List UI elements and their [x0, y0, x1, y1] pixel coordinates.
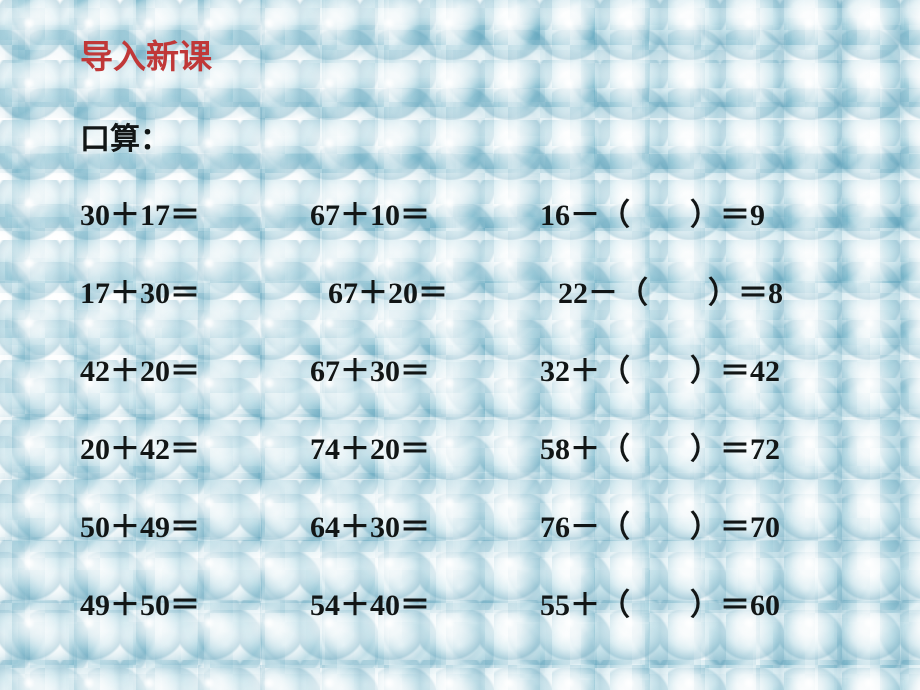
exercise-cell: 54＋40＝: [310, 580, 540, 624]
exercise-cell: 20＋42＝: [80, 424, 310, 468]
exercise-cell: 58＋（ ）＝72: [540, 424, 840, 468]
exercise-cell: 32＋（ ）＝42: [540, 346, 840, 390]
exercise-cell: 76－（ ）＝70: [540, 502, 840, 546]
exercise-cell: 30＋17＝: [80, 190, 310, 234]
exercise-cell: 64＋30＝: [310, 502, 540, 546]
exercise-cell: 49＋50＝: [80, 580, 310, 624]
exercise-cell: 50＋49＝: [80, 502, 310, 546]
exercise-cell: 22－（ ）＝8: [540, 268, 840, 312]
exercise-cell: 16－（ ）＝9: [540, 190, 840, 234]
exercise-cell: 67＋30＝: [310, 346, 540, 390]
section-title: 导入新课: [80, 30, 840, 78]
exercise-cell: 67＋20＝: [310, 268, 540, 312]
slide: 导入新课 口算： 30＋17＝ 67＋10＝ 16－（ ）＝9 17＋30＝ 6…: [0, 0, 920, 690]
exercise-cell: 17＋30＝: [80, 268, 310, 312]
exercise-grid: 30＋17＝ 67＋10＝ 16－（ ）＝9 17＋30＝ 67＋20＝ 22－…: [80, 190, 840, 624]
exercise-cell: 67＋10＝: [310, 190, 540, 234]
exercise-cell: 42＋20＝: [80, 346, 310, 390]
exercise-cell: 55＋（ ）＝60: [540, 580, 840, 624]
subtitle: 口算：: [80, 114, 840, 158]
exercise-cell: 74＋20＝: [310, 424, 540, 468]
